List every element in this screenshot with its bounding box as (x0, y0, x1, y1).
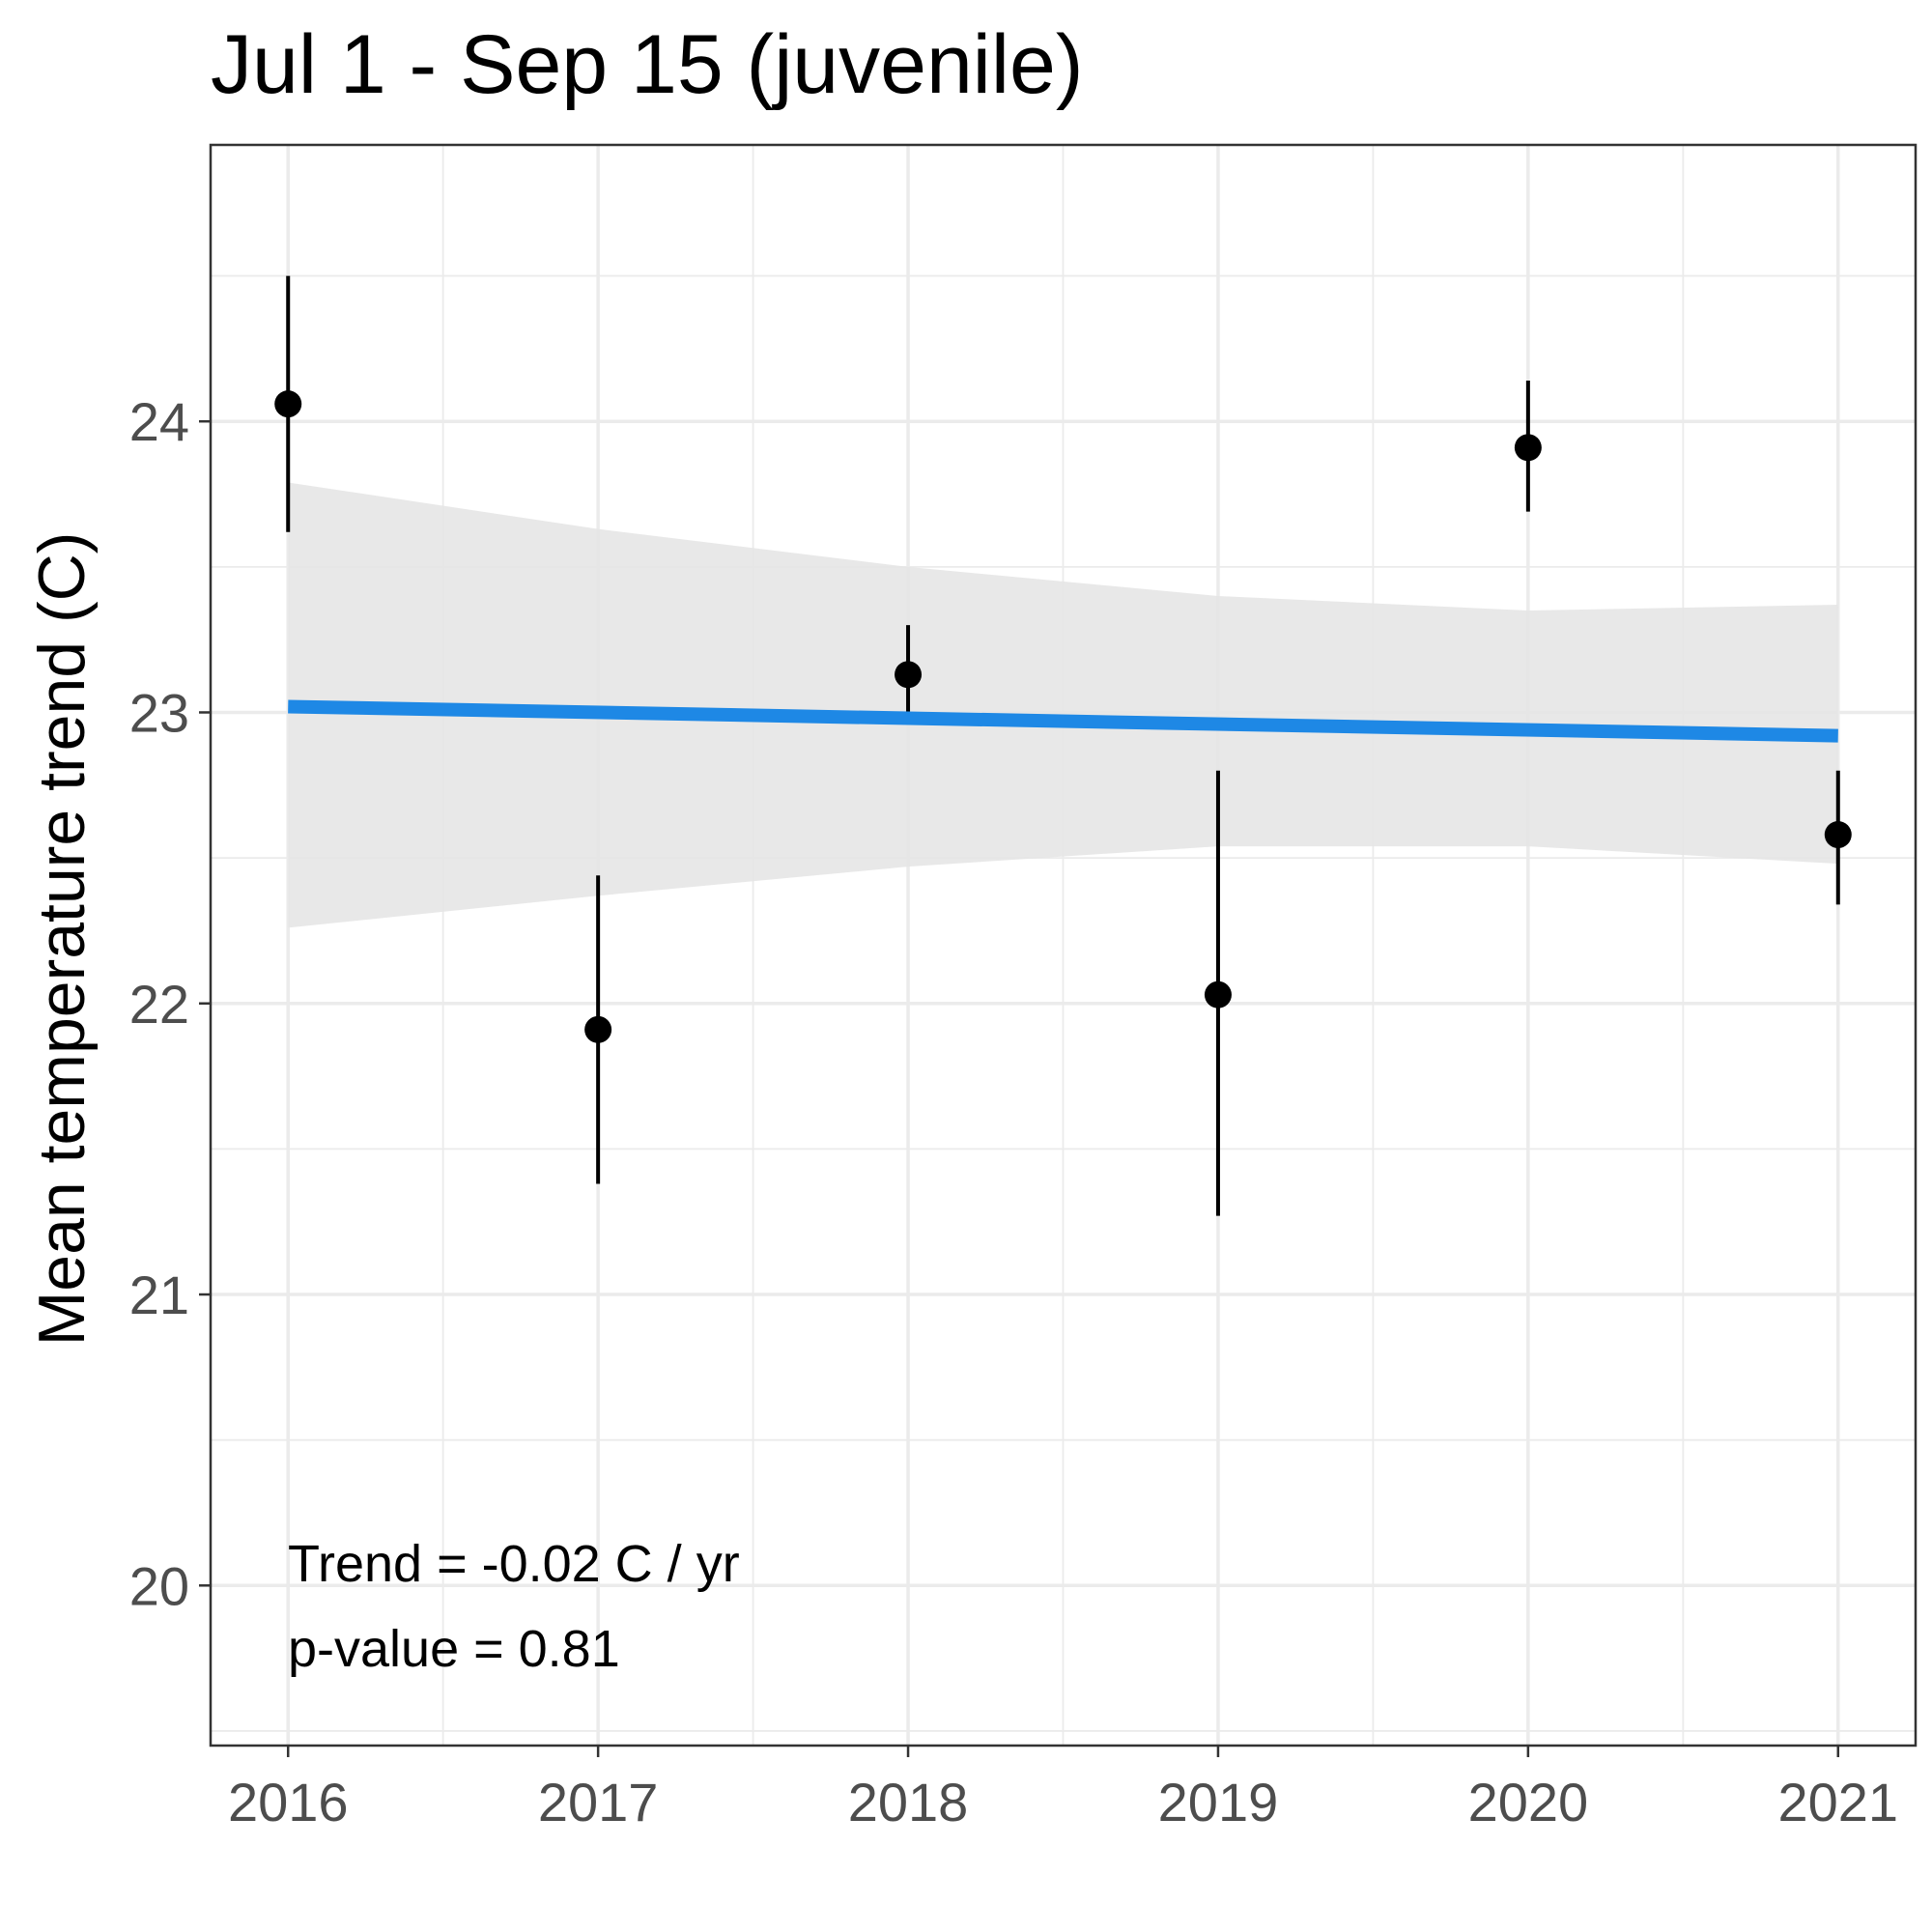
p-value-annotation: p-value = 0.81 (288, 1620, 620, 1678)
chart-title: Jul 1 - Sep 15 (juvenile) (211, 18, 1083, 111)
data-point (1824, 821, 1852, 849)
data-point (1204, 980, 1232, 1009)
y-tick-label: 23 (129, 682, 189, 743)
y-axis-label: Mean temperature trend (C) (25, 532, 99, 1347)
y-tick-label: 24 (129, 391, 189, 452)
trend-line (288, 699, 1838, 743)
panel-border (209, 143, 1918, 1747)
y-tick-label: 21 (129, 1264, 189, 1325)
y-tick-label: 22 (129, 974, 189, 1035)
data-point (274, 390, 302, 418)
x-tick-label: 2018 (848, 1772, 969, 1833)
x-tick-label: 2017 (538, 1772, 659, 1833)
x-tick-label: 2020 (1468, 1772, 1589, 1833)
y-tick-label: 20 (129, 1555, 189, 1616)
x-tick-label: 2016 (228, 1772, 349, 1833)
data-point (584, 1015, 612, 1043)
x-tick-label: 2019 (1158, 1772, 1279, 1833)
data-point (1514, 434, 1542, 462)
x-tick-label: 2021 (1777, 1772, 1898, 1833)
confidence-band (288, 482, 1838, 928)
trend-annotation: Trend = -0.02 C / yr (288, 1535, 740, 1593)
data-point (895, 661, 923, 689)
